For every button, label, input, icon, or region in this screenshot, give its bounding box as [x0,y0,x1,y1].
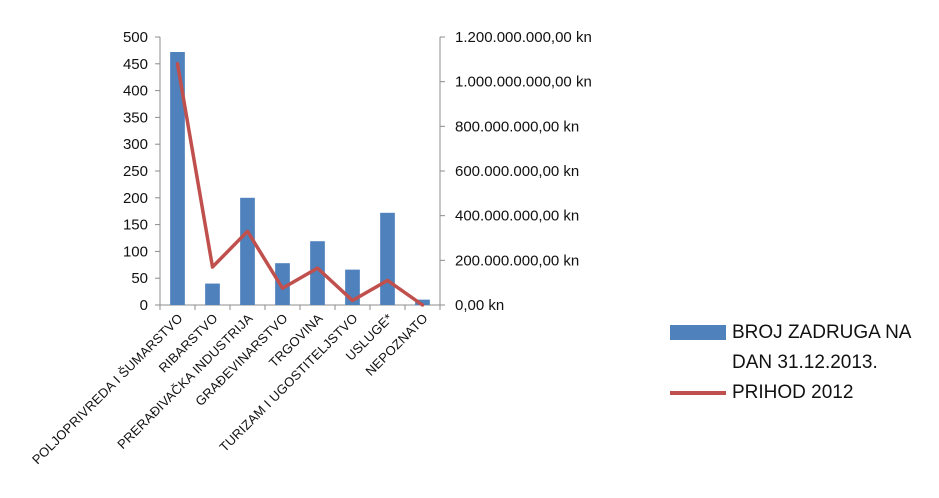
legend-label-bar-line2: DAN 31.12.2013. [732,352,878,373]
bar [240,197,255,305]
bar-series [170,52,430,306]
left-tick-label: 500 [123,29,148,46]
right-y-axis: 1.200.000.000,00 kn 1.000.000.000,00 kn 80… [439,29,592,314]
category-label: POLJOPRIVREDA I ŠUMARSTVO [29,311,186,468]
right-tick-label: 0,00 kn [455,297,504,314]
bar [380,212,395,305]
right-tick-label: 200.000.000,00 kn [455,252,579,269]
legend-swatch-line [670,391,726,395]
left-tick-label: 350 [123,109,148,126]
right-tick-label: 800.000.000,00 kn [455,118,579,135]
line-point [422,304,423,306]
legend-swatch-bar [670,325,726,340]
legend-item-bar-cont: DAN 31.12.2013. [670,348,930,378]
left-tick-label: 250 [123,163,148,180]
left-tick-label: 200 [123,190,148,207]
bar [170,52,185,306]
left-tick-label: 0 [140,297,148,314]
left-tick-label: 400 [123,83,148,100]
bar [415,299,430,305]
category-label: NEPOZNATO [362,311,430,379]
left-tick-label: 450 [123,56,148,73]
revenue-line [175,62,425,307]
category-labels: POLJOPRIVREDA I ŠUMARSTVORIBARSTVOPRERAĐ… [29,310,431,467]
right-tick-label: 400.000.000,00 kn [455,208,579,225]
right-tick-label: 600.000.000,00 kn [455,163,579,180]
line-point [282,287,283,289]
line-point [317,267,318,269]
bar [310,241,325,305]
legend-label-line: PRIHOD 2012 [732,382,854,403]
legend-item-bar: BROJ ZADRUGA NA [670,318,930,348]
left-tick-label: 300 [123,136,148,153]
line-point [212,266,213,268]
line-point [247,230,248,232]
bar [205,283,220,305]
left-tick-label: 150 [123,217,148,234]
right-tick-label: 1.000.000.000,00 kn [455,74,592,91]
left-tick-label: 50 [131,270,148,287]
legend-item-line: PRIHOD 2012 [670,378,930,408]
line-point [177,63,178,65]
bar [275,263,290,305]
legend: BROJ ZADRUGA NA DAN 31.12.2013. PRIHOD 2… [670,318,930,408]
line-point [387,279,388,281]
left-tick-label: 100 [123,243,148,260]
legend-label-bar-line1: BROJ ZADRUGA NA [732,322,912,343]
line-series [175,62,425,307]
line-point [352,300,353,302]
right-tick-label: 1.200.000.000,00 kn [455,29,592,46]
